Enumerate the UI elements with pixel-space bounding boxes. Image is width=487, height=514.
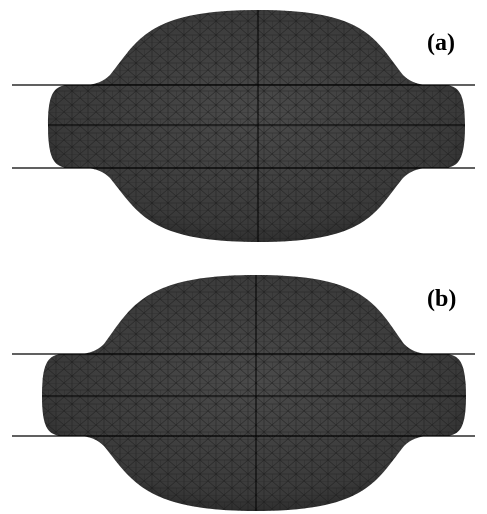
meshed-body-b — [12, 275, 475, 511]
panel-label-a: (a) — [427, 30, 455, 56]
mesh-overlay — [42, 275, 466, 511]
panel-a: (a) — [12, 10, 475, 242]
panel-b: (b) — [0, 257, 487, 514]
panel-label-b: (b) — [427, 286, 457, 312]
mesh-overlay — [48, 10, 465, 242]
meshed-body-a — [12, 10, 475, 242]
